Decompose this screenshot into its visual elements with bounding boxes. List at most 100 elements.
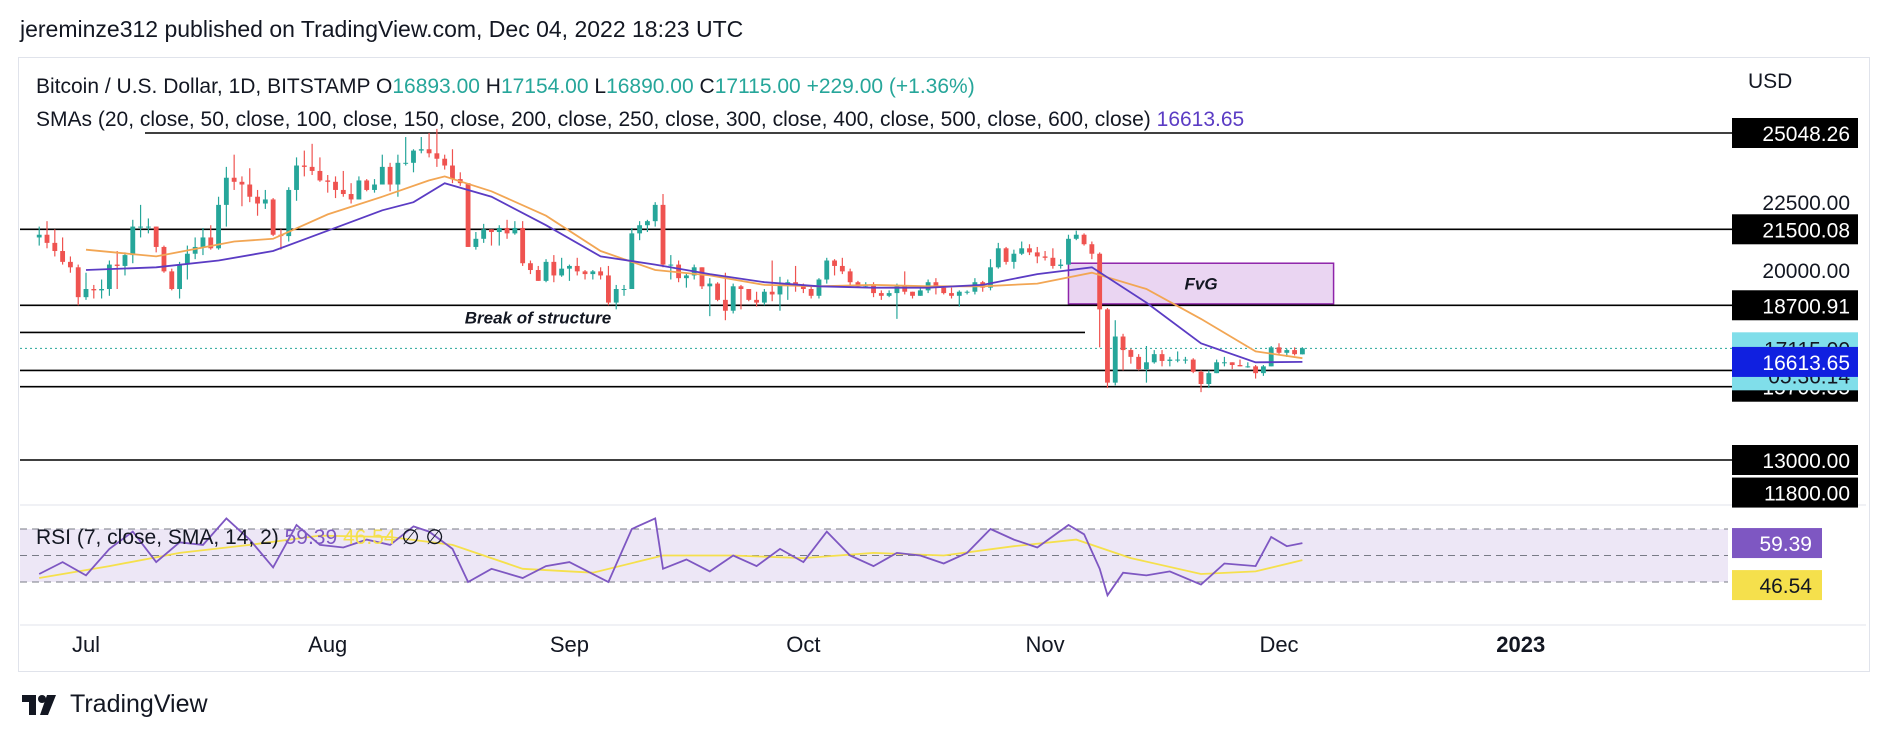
candle — [1128, 350, 1134, 357]
candle — [301, 165, 307, 167]
candle — [247, 184, 253, 197]
candle — [231, 177, 237, 182]
candle — [1097, 253, 1103, 310]
candle — [1120, 336, 1126, 351]
currency-label: USD — [1748, 70, 1792, 93]
ohlc-legend-part-2: 16893.00 — [392, 75, 485, 98]
publisher-line: jereminze312 published on TradingView.co… — [20, 16, 744, 42]
candle — [1276, 347, 1282, 353]
candle — [902, 286, 908, 292]
ohlc-legend-part-6: 16890.00 — [606, 75, 699, 98]
x-tick-label: Jul — [72, 632, 100, 657]
candle — [816, 279, 822, 296]
candle — [894, 286, 900, 294]
y-axis-label: 20000.00 — [1762, 260, 1850, 283]
candle — [1245, 366, 1251, 368]
footer: TradingView — [20, 690, 208, 719]
candle — [1214, 362, 1220, 374]
candle — [489, 229, 494, 233]
candle — [262, 199, 268, 204]
candle — [808, 289, 814, 296]
candle — [1167, 359, 1173, 361]
candle — [1237, 365, 1243, 367]
y-axis-label: 22500.00 — [1762, 192, 1850, 215]
x-tick-label: Sep — [550, 632, 589, 657]
candle — [582, 271, 588, 275]
candle — [1183, 359, 1188, 361]
rsi-value-tag-box — [1732, 528, 1822, 559]
candle — [559, 268, 565, 276]
ohlc-legend-part-7: C — [700, 75, 715, 98]
x-tick-label: 2023 — [1496, 632, 1545, 657]
candle — [1198, 371, 1204, 385]
candle — [1112, 336, 1118, 383]
candle — [1151, 354, 1157, 363]
candle — [668, 264, 674, 266]
ohlc-legend-part-5: L — [594, 75, 606, 98]
candle — [60, 251, 66, 262]
candle — [941, 287, 947, 294]
candle — [886, 293, 892, 296]
candle — [379, 166, 385, 185]
candle — [1144, 362, 1149, 370]
fvg-zone — [1067, 262, 1335, 305]
candle — [769, 291, 775, 295]
candle — [676, 264, 682, 279]
x-tick-label: Nov — [1026, 632, 1065, 657]
sma-legend-title: SMAs (20, close, 50, close, 100, close, … — [36, 108, 1157, 131]
y-tag-label: 18700.91 — [1762, 295, 1850, 318]
candle — [1105, 309, 1110, 383]
candle — [83, 289, 89, 298]
footer-brand[interactable]: TradingView — [70, 690, 208, 718]
candle — [917, 290, 923, 296]
ohlc-legend-part-0: Bitcoin / U.S. Dollar, 1D, BITSTAMP — [36, 75, 376, 98]
candle — [426, 149, 432, 154]
fvg-label: FvG — [1184, 275, 1217, 294]
candle — [138, 226, 143, 228]
candle — [933, 282, 939, 288]
candle — [715, 283, 721, 300]
candle — [270, 199, 276, 235]
candle — [1050, 257, 1056, 266]
break-of-structure-label: Break of structure — [465, 308, 611, 327]
candle — [1066, 238, 1071, 265]
candle — [169, 271, 175, 290]
tradingview-logo-icon — [22, 694, 56, 715]
x-tick-label: Dec — [1259, 632, 1298, 657]
candle — [520, 227, 526, 264]
candle — [99, 289, 105, 291]
rsi-legend-part-3: ∅ ∅ — [401, 526, 443, 549]
y-tag-box — [1732, 445, 1858, 475]
ohlc-legend-part-8: 17115.00 — [715, 75, 807, 98]
candle — [52, 242, 58, 252]
candle — [652, 204, 658, 222]
candle — [1222, 362, 1227, 364]
y-tag-label: 25048.26 — [1762, 123, 1850, 146]
candle — [847, 271, 853, 283]
candle — [644, 221, 650, 226]
candle — [1089, 244, 1095, 254]
candle — [114, 264, 120, 266]
candle — [496, 227, 502, 233]
rsi-sma-tag-box — [1732, 570, 1822, 601]
candle — [255, 196, 260, 204]
sma-legend-value: 16613.65 — [1157, 108, 1245, 131]
rsi-value-tag-label: 59.39 — [1759, 533, 1812, 556]
rsi-lines-group — [38, 517, 1303, 598]
candle — [239, 181, 245, 185]
rsi-legend: RSI (7, close, SMA, 14, 2) 59.39 46.54 ∅… — [36, 526, 444, 549]
candle — [473, 238, 479, 247]
candle — [551, 261, 557, 276]
candle — [161, 246, 167, 272]
candle — [340, 189, 346, 195]
rsi-sma-line — [39, 534, 1303, 579]
candle — [418, 149, 424, 151]
candle — [153, 226, 159, 247]
candle — [75, 267, 81, 298]
candle — [543, 261, 549, 281]
rsi-line — [38, 517, 1303, 598]
candle — [325, 180, 331, 182]
candle — [67, 261, 73, 268]
candle — [184, 253, 190, 265]
